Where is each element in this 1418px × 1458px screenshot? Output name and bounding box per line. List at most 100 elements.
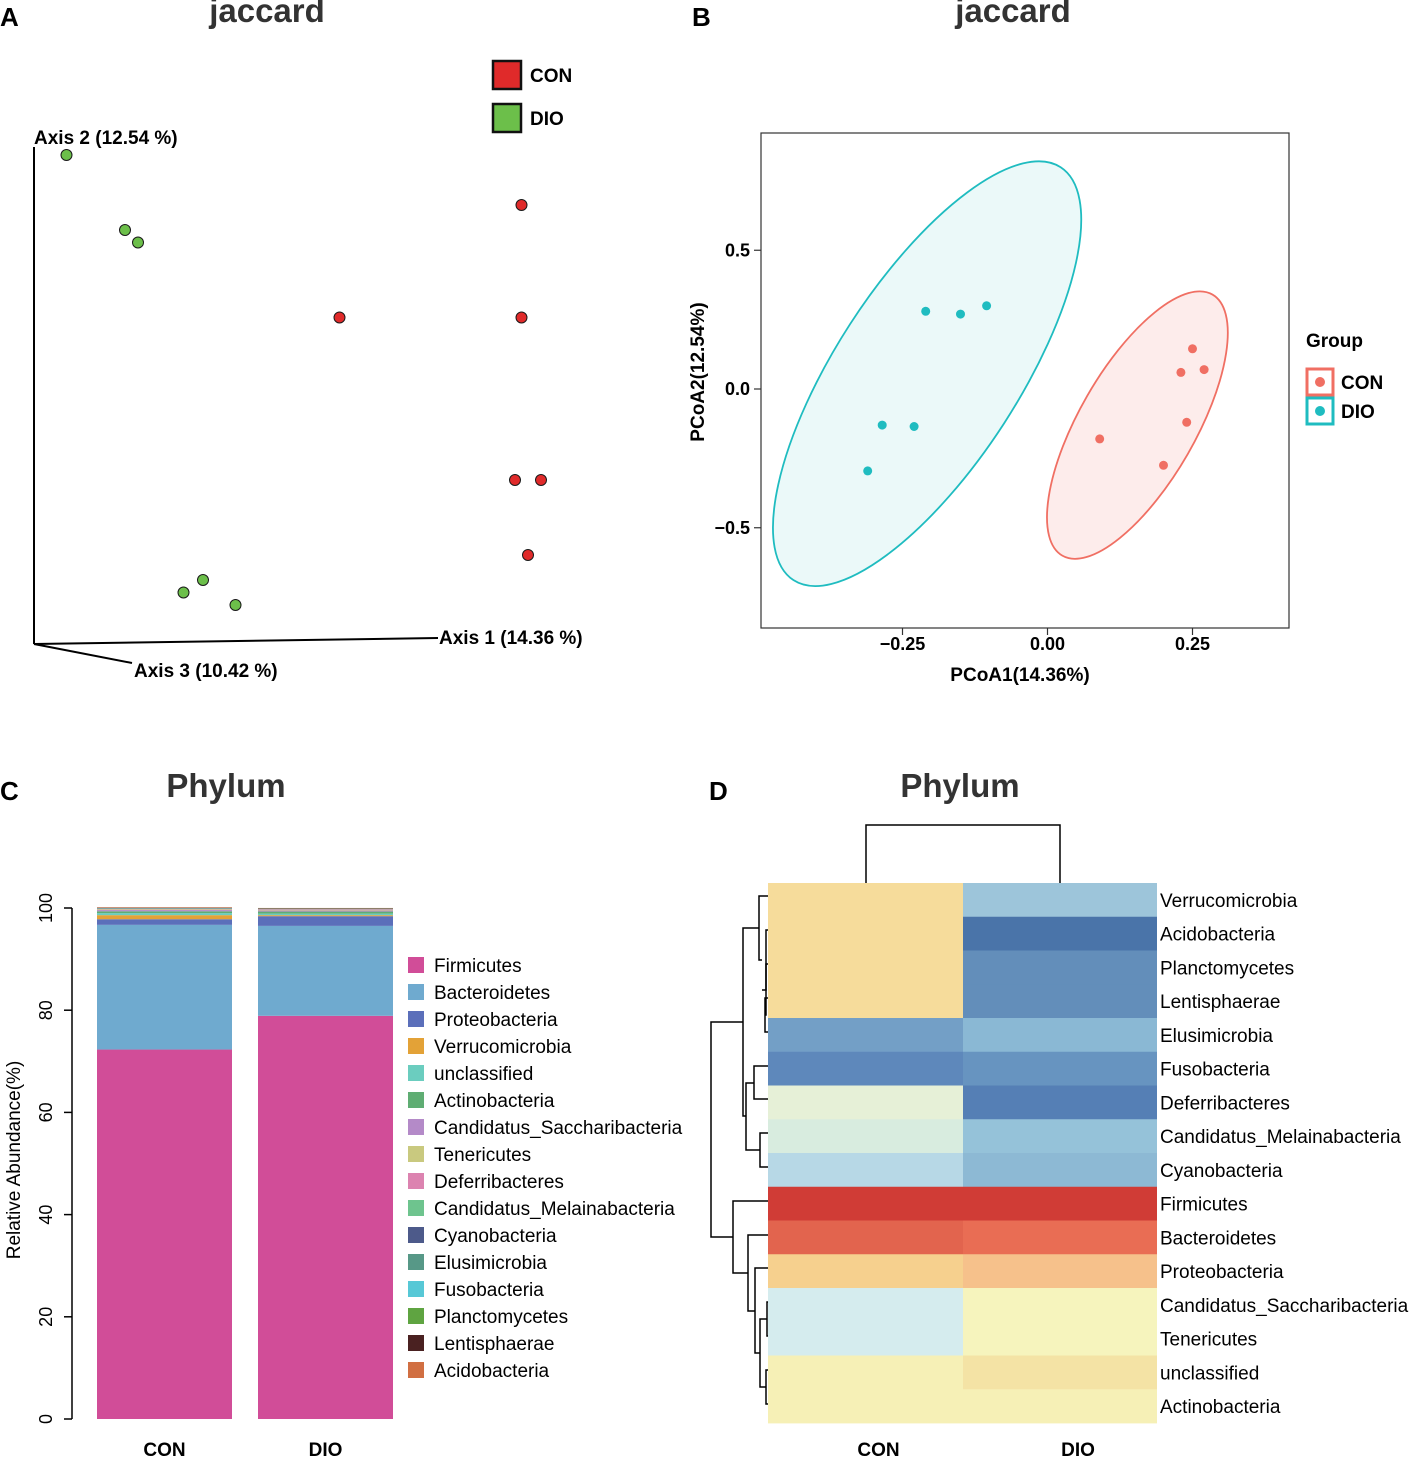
point-dio-0 (60, 149, 73, 161)
cell-actinobacteria-dio (963, 1389, 1157, 1424)
cell-elusimicrobia-con (768, 1018, 963, 1053)
plot-frame (760, 132, 1290, 629)
row-label-12: Candidatus_Saccharibacteria (1160, 1296, 1409, 1317)
cell-candidatus_saccharibacteria-dio (963, 1288, 1157, 1323)
axis2-label: Axis 2 (12.54 %) (34, 128, 178, 149)
c-legend-label-13: Planctomycetes (434, 1307, 568, 1328)
pcoa-point-dio-4 (909, 422, 919, 431)
row-label-6: Deferribacteres (1160, 1093, 1290, 1114)
panel-d-title: Phylum (900, 767, 1019, 804)
heatmap-cells (768, 883, 1157, 1424)
cell-actinobacteria-con (768, 1389, 963, 1424)
c-legend-swatch-10 (408, 1227, 424, 1243)
bar-dio-tenericutes (258, 910, 393, 911)
c-legend-label-3: Verrucomicrobia (434, 1037, 572, 1058)
panel-a-points (60, 149, 547, 611)
c-legend-label-0: Firmicutes (434, 956, 522, 977)
bar-dio-bacteroidetes (258, 925, 393, 1016)
cell-elusimicrobia-dio (963, 1018, 1157, 1053)
panel-b: B jaccard −0.25 0.00 0.25 0.5 0.0 −0.5 PCoA1… (688, 0, 1383, 686)
cell-firmicutes-con (768, 1186, 963, 1221)
c-legend: Firmicutes Bacteroidetes Proteobacteria Ver… (408, 956, 683, 1382)
c-legend-label-12: Fusobacteria (434, 1280, 544, 1301)
cell-bacteroidetes-dio (963, 1220, 1157, 1255)
ytick-label-2: −0.5 (714, 518, 750, 538)
legend-dio-label: DIO (530, 109, 564, 130)
pcoa-point-con-3 (1182, 417, 1192, 427)
c-xlabels: CON DIO (143, 1440, 342, 1458)
cell-fusobacteria-con (768, 1051, 963, 1086)
cell-cyanobacteria-con (768, 1153, 963, 1188)
row-label-5: Fusobacteria (1160, 1060, 1270, 1081)
panel-d-letter: D (709, 776, 728, 806)
c-legend-swatch-9 (408, 1200, 424, 1216)
cell-proteobacteria-con (768, 1254, 963, 1289)
c-legend-label-5: Actinobacteria (434, 1091, 555, 1112)
col-label-con: CON (857, 1440, 899, 1458)
c-legend-swatch-7 (408, 1146, 424, 1162)
point-dio-1 (119, 224, 131, 236)
column-dendrogram (865, 824, 1061, 883)
cell-deferribacteres-dio (963, 1085, 1157, 1120)
c-yticks: 0 20 40 60 80 100 (36, 893, 72, 1424)
point-con-5 (522, 549, 534, 561)
pcoa-point-dio-3 (877, 420, 887, 430)
panel-b-yticks: 0.5 0.0 −0.5 (714, 240, 761, 538)
cell-proteobacteria-dio (963, 1254, 1157, 1289)
row-label-10: Bacteroidetes (1160, 1228, 1276, 1249)
heatmap-row-labels: Verrucomicrobia Acidobacteria Planctomycet… (1160, 891, 1409, 1418)
cell-bacteroidetes-con (768, 1220, 963, 1255)
c-ytick-label-2: 40 (36, 1205, 56, 1225)
bar-dio-firmicutes (258, 1015, 393, 1419)
point-dio-5 (229, 599, 242, 611)
panel-b-ellipses (772, 160, 1229, 587)
cell-acidobacteria-dio (963, 916, 1157, 951)
row-label-0: Verrucomicrobia (1160, 891, 1298, 912)
panel-b-title: jaccard (954, 0, 1071, 29)
pcoa2-label: PCoA2(12.54%) (688, 302, 709, 441)
c-legend-swatch-15 (408, 1362, 424, 1378)
legend-dio-text: DIO (1341, 402, 1375, 423)
c-legend-label-10: Cyanobacteria (434, 1226, 557, 1247)
c-ytick-label-0: 0 (36, 1414, 56, 1424)
bar-con-actinobacteria (97, 911, 232, 914)
row-label-11: Proteobacteria (1160, 1262, 1284, 1283)
legend-con-swatch (491, 59, 523, 91)
col-label-dio: DIO (1061, 1440, 1095, 1458)
c-legend-label-15: Acidobacteria (434, 1361, 550, 1382)
legend-title: Group (1306, 331, 1363, 352)
c-xlabel-dio: DIO (309, 1440, 343, 1458)
c-legend-label-14: Lentisphaerae (434, 1334, 554, 1355)
cell-firmicutes-dio (963, 1186, 1157, 1221)
point-dio-4 (177, 586, 190, 599)
c-legend-swatch-6 (408, 1119, 424, 1135)
legend-con-label: CON (530, 66, 572, 87)
pcoa-point-dio-1 (956, 309, 965, 319)
pcoa-point-con-1 (1199, 365, 1209, 375)
c-bars (97, 907, 393, 1419)
bar-dio-unclassified (258, 913, 393, 916)
c-legend-swatch-1 (408, 984, 424, 1000)
axis1-line (33, 637, 439, 645)
c-xlabel-con: CON (143, 1440, 185, 1458)
panel-c-letter: C (0, 776, 19, 806)
ytick-label-1: 0.0 (725, 379, 750, 399)
cell-tenericutes-con (768, 1321, 963, 1356)
row-label-7: Candidatus_Melainabacteria (1160, 1127, 1401, 1148)
ellipse-dio (772, 160, 1083, 587)
c-legend-swatch-13 (408, 1308, 424, 1324)
row-label-9: Firmicutes (1160, 1195, 1248, 1216)
pcoa-point-con-2 (1176, 367, 1186, 377)
bar-con-cyanobacteria (97, 908, 232, 909)
cell-deferribacteres-con (768, 1085, 963, 1120)
pcoa-point-con-5 (1159, 460, 1168, 470)
c-legend-swatch-12 (408, 1281, 424, 1297)
bar-con-proteobacteria (97, 919, 232, 925)
bar-con-candidatus_melainabacteria (97, 908, 232, 909)
cell-unclassified-dio (963, 1355, 1157, 1390)
heatmap-col-labels: CON DIO (857, 1440, 1095, 1458)
panel-d: D Phylum Verrucomicrobia Acidobacteria Pla… (709, 767, 1409, 1458)
xtick-label-2: 0.25 (1175, 634, 1210, 654)
row-label-1: Acidobacteria (1160, 925, 1276, 946)
legend-dio-swatch (491, 102, 523, 134)
